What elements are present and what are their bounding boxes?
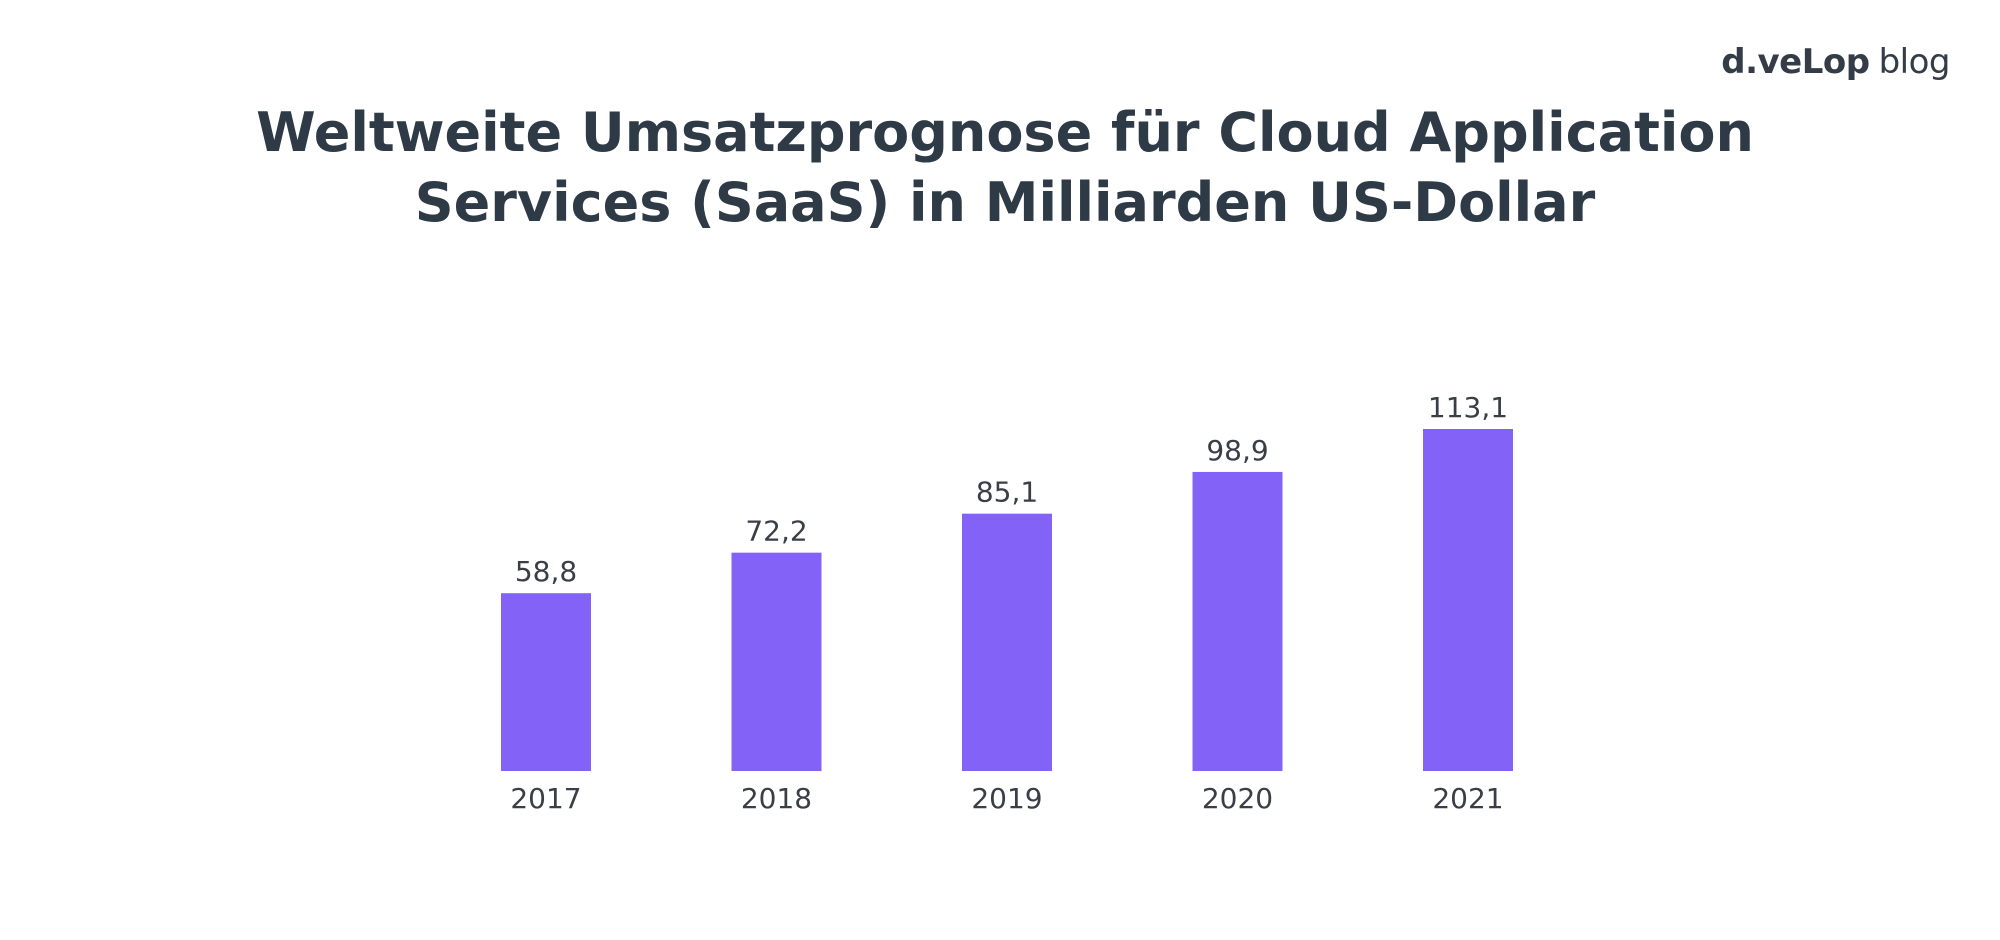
bar-2020 [1192,471,1283,771]
brand-company-name: d.veLop [1721,42,1870,82]
value-label-2018: 72,2 [745,515,807,548]
bar-2019 [962,513,1052,771]
bar-2021 [1423,429,1513,771]
chart-title: Weltweite Umsatzprognose für Cloud Appli… [250,98,1760,238]
brand-suffix: blog [1878,42,1951,82]
x-tick-label-2018: 2018 [741,782,812,815]
x-tick-label-2020: 2020 [1202,782,1273,815]
x-tick-label-2019: 2019 [971,782,1042,815]
brand-logo: d.veLop blog [1721,42,1950,92]
x-tick-label-2021: 2021 [1432,782,1503,815]
bar-2017 [501,593,591,771]
chart-title-line-2: Services (SaaS) in Milliarden US-Dollar [414,171,1596,234]
value-label-2020: 98,9 [1206,434,1268,467]
chart-title-line-1: Weltweite Umsatzprognose für Cloud Appli… [256,101,1754,164]
x-tick-label-2017: 2017 [510,782,581,815]
bar-2018 [731,552,822,771]
value-label-2017: 58,8 [515,555,577,588]
value-label-2021: 113,1 [1428,391,1508,424]
value-label-2019: 85,1 [976,476,1038,509]
